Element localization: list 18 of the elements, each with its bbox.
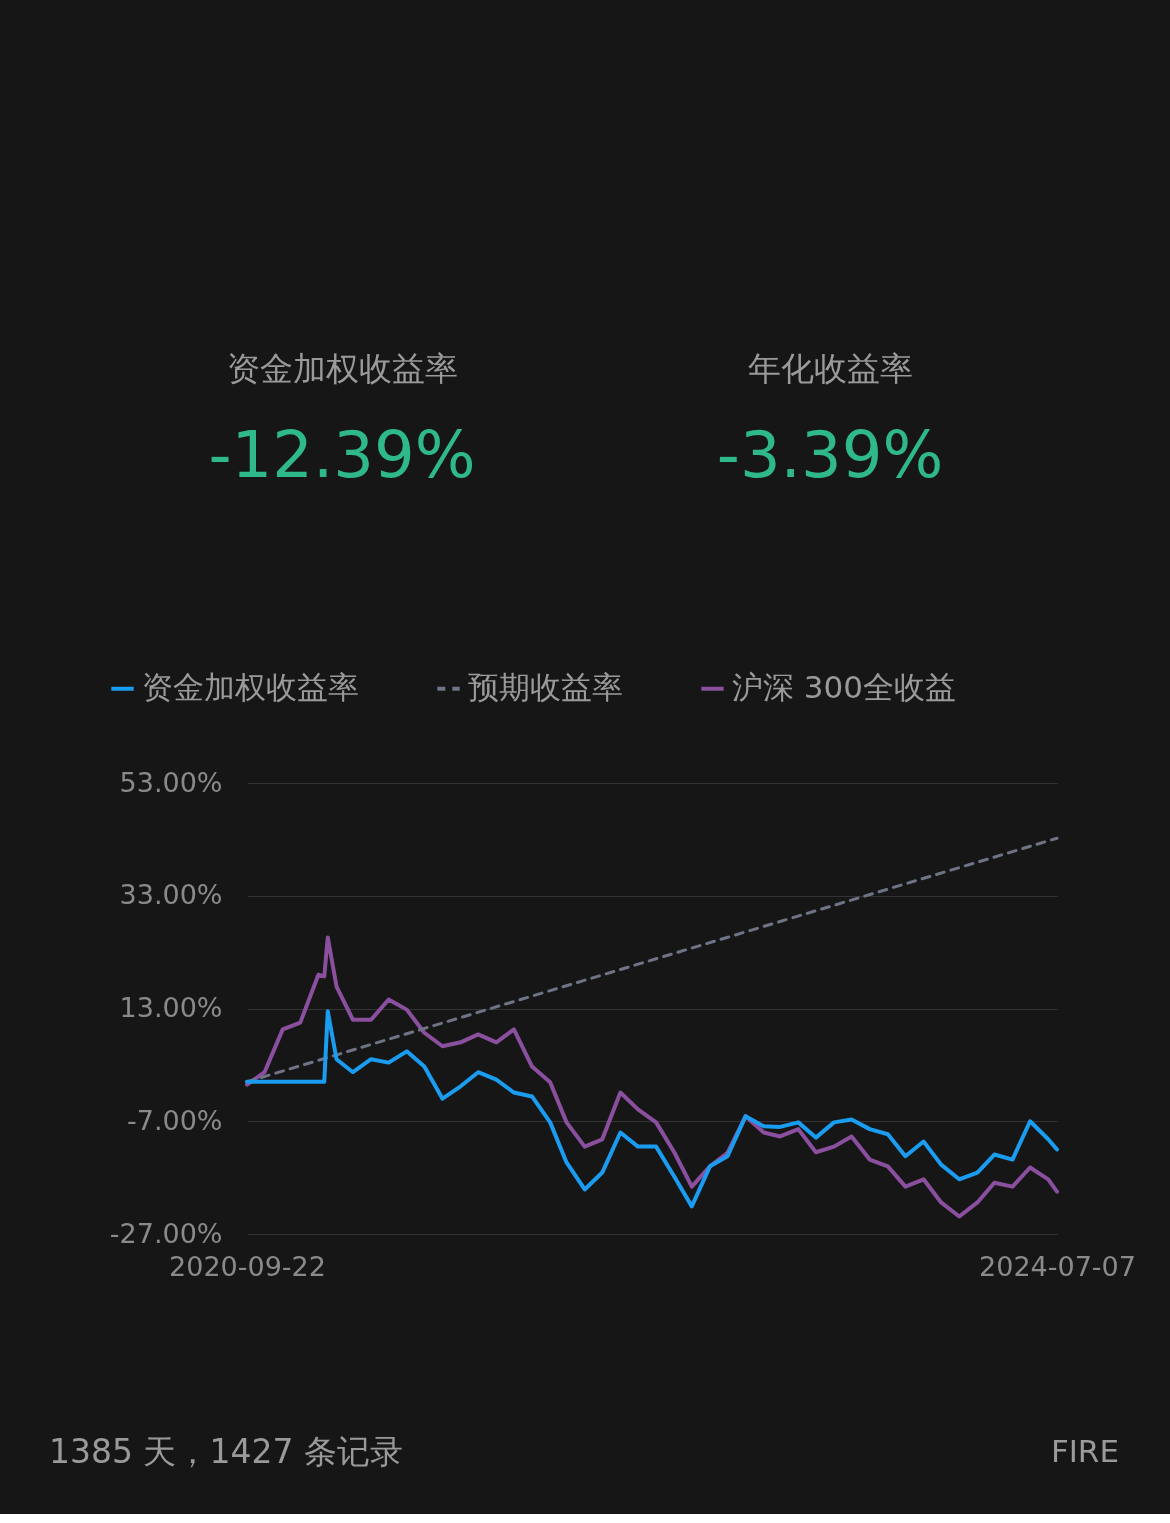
y-tick-label: -27.00%: [109, 1217, 223, 1249]
legend-label: 资金加权收益率: [142, 668, 359, 705]
text: -12.39%: [208, 418, 476, 492]
x-tick-label: 2020-09-22: [169, 1250, 326, 1282]
text: 1385 天，1427 条记录: [49, 1432, 403, 1471]
x-tick-label: 2024-07-07: [979, 1250, 1136, 1282]
y-tick-label: 33.00%: [119, 879, 223, 911]
line-series: [245, 935, 1059, 1219]
legend-label: 预期收益率: [468, 668, 623, 705]
y-tick-label: 53.00%: [119, 766, 223, 798]
text: -3.39%: [716, 418, 944, 492]
text: FIRE: [1050, 1433, 1119, 1469]
y-tick-label: -7.00%: [126, 1104, 223, 1136]
y-tick-label: 13.00%: [119, 992, 223, 1023]
legend-label: 沪深 300全收益: [732, 668, 957, 705]
line-series: [245, 1009, 1059, 1209]
text: 资金加权收益率: [226, 349, 458, 388]
text: 年化收益率: [747, 349, 913, 388]
